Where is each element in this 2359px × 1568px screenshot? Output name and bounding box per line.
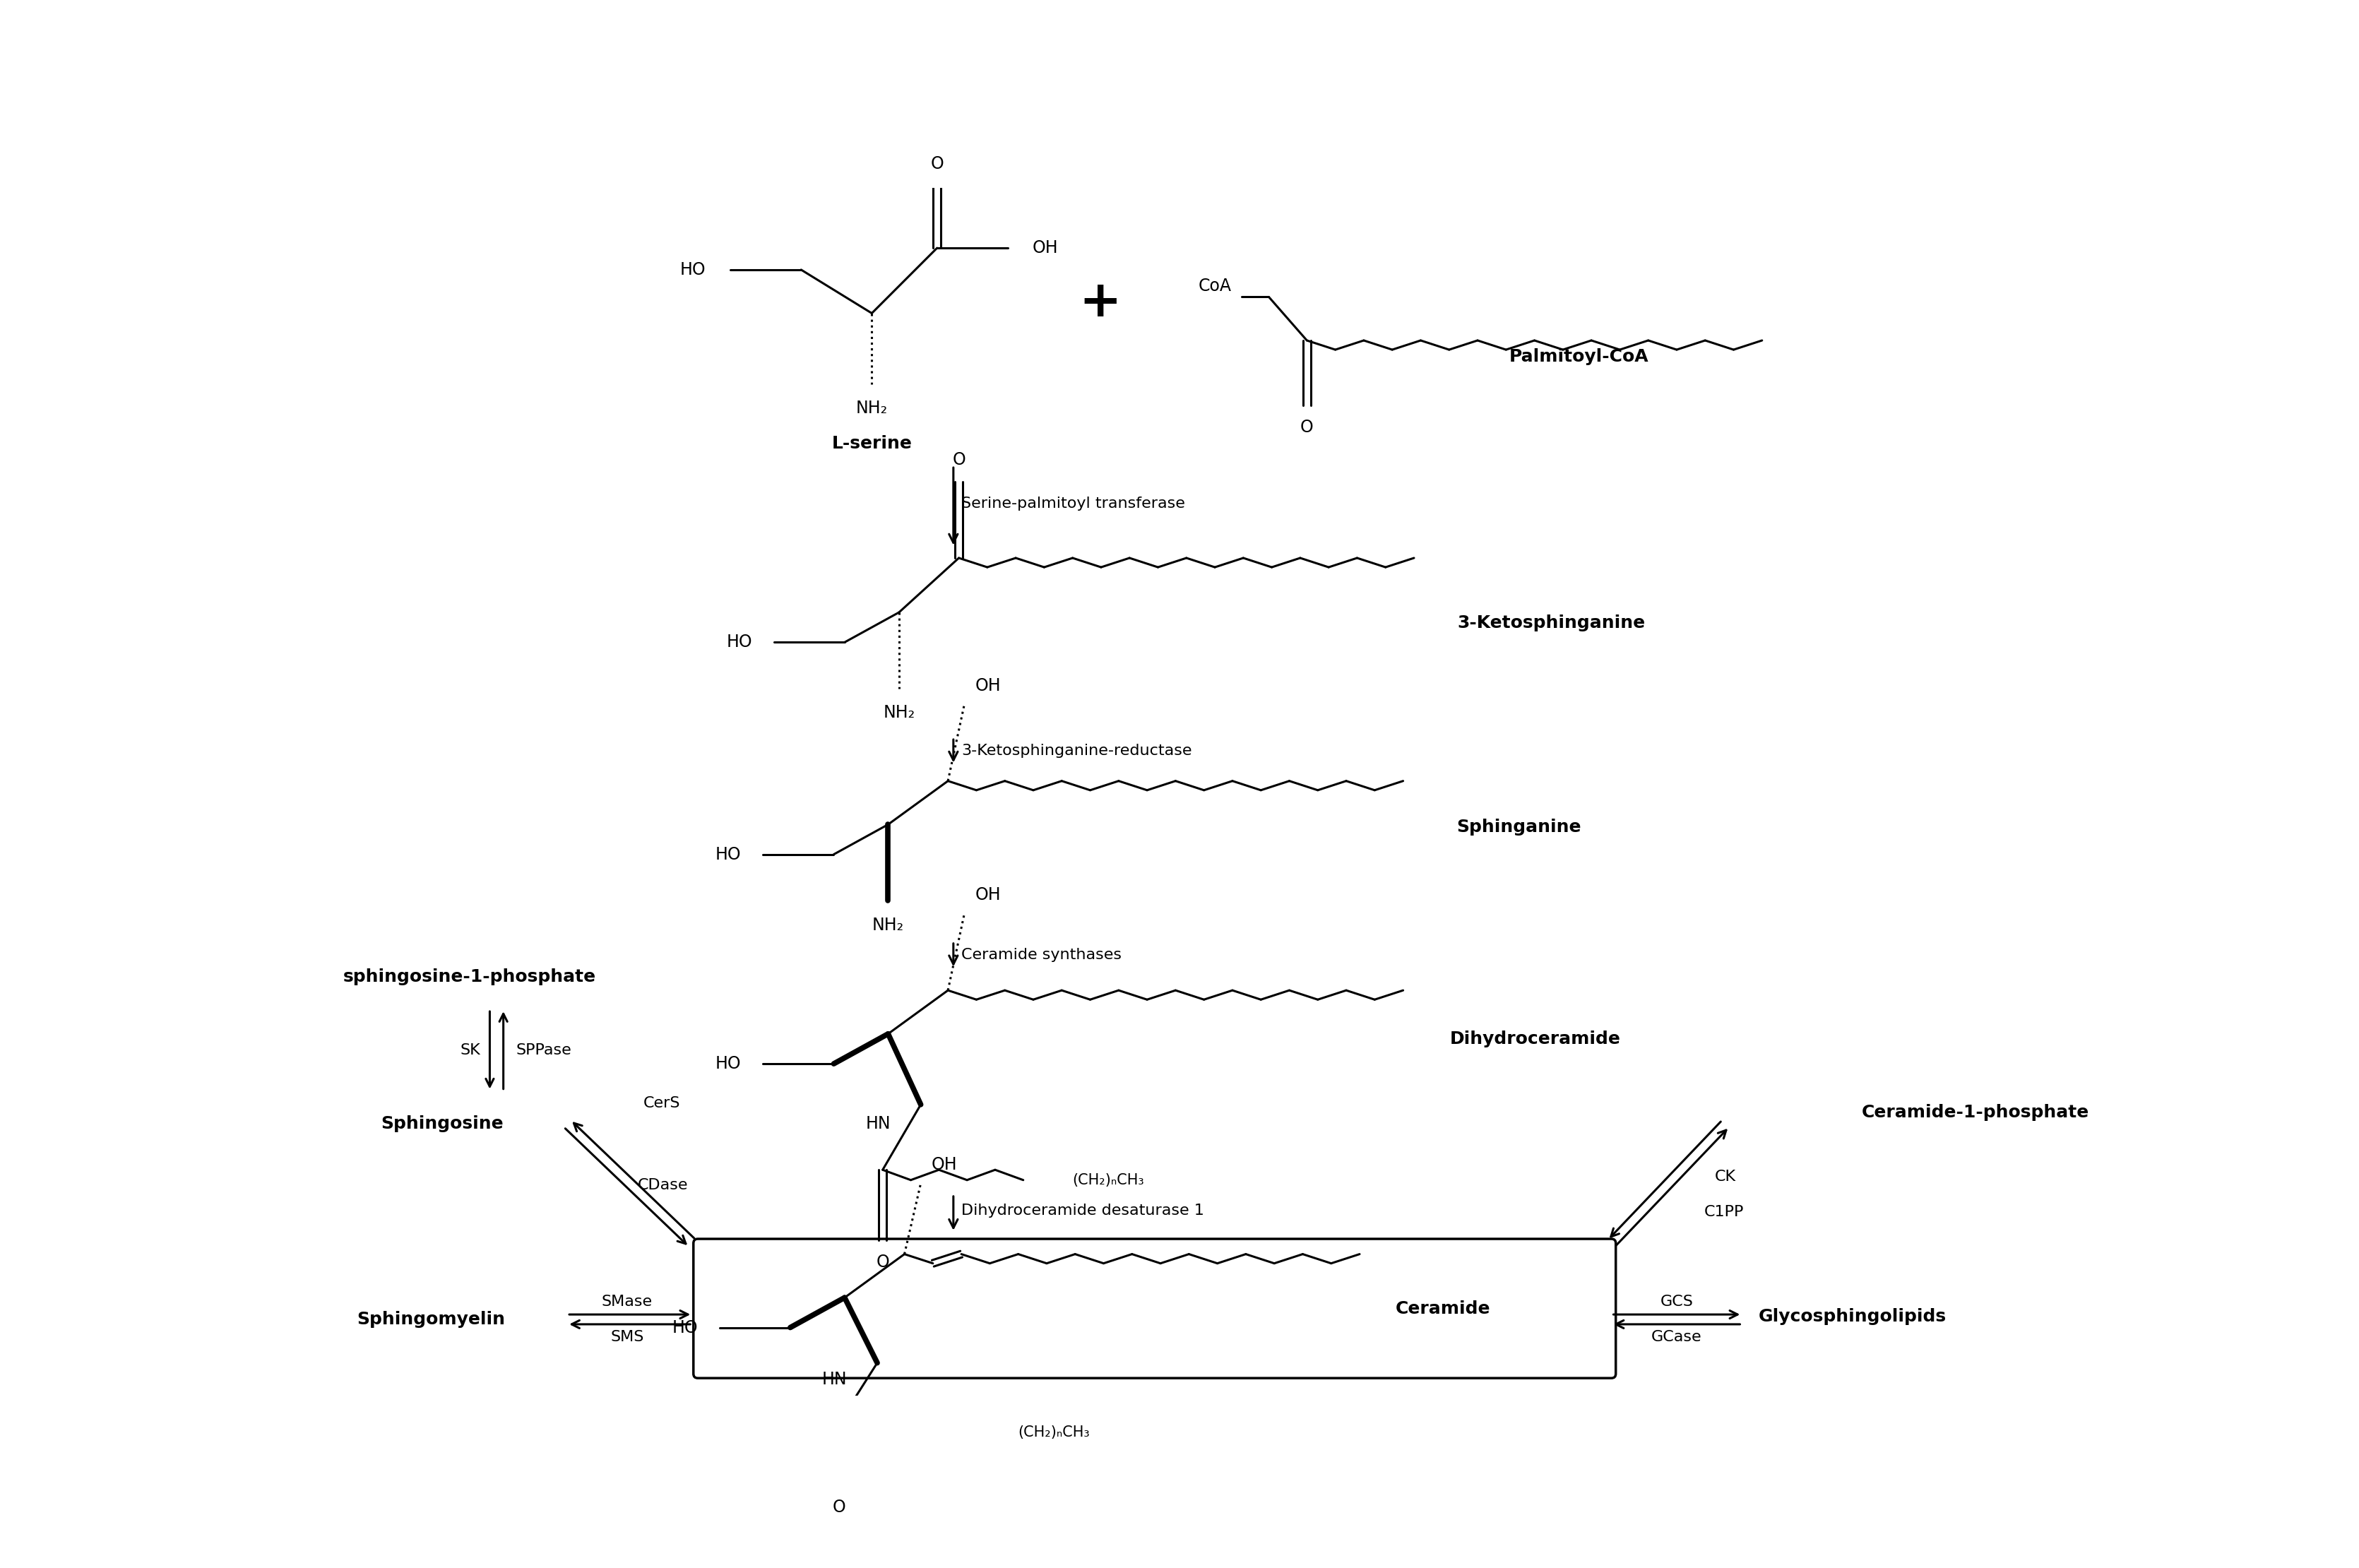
Text: HO: HO: [727, 633, 753, 651]
Text: 3-Ketosphinganine: 3-Ketosphinganine: [1458, 615, 1647, 632]
Text: Sphingomyelin: Sphingomyelin: [356, 1311, 505, 1328]
Text: HN: HN: [823, 1370, 847, 1388]
Text: SK: SK: [460, 1043, 481, 1057]
Text: NH₂: NH₂: [873, 917, 903, 933]
Text: HO: HO: [715, 1055, 741, 1073]
Text: Ceramide synthases: Ceramide synthases: [962, 949, 1123, 963]
Text: NH₂: NH₂: [856, 400, 887, 417]
Text: O: O: [875, 1254, 889, 1270]
Text: HN: HN: [866, 1115, 892, 1132]
Text: CoA: CoA: [1198, 278, 1231, 295]
Text: (CH₂)ₙCH₃: (CH₂)ₙCH₃: [1019, 1425, 1090, 1439]
Text: O: O: [953, 452, 965, 469]
Text: SMase: SMase: [602, 1295, 653, 1309]
Text: HO: HO: [679, 262, 705, 278]
Text: SPPase: SPPase: [517, 1043, 571, 1057]
Text: L-serine: L-serine: [833, 436, 913, 452]
Text: GCase: GCase: [1651, 1330, 1701, 1344]
Text: CK: CK: [1715, 1170, 1736, 1184]
Text: (CH₂)ₙCH₃: (CH₂)ₙCH₃: [1071, 1173, 1144, 1187]
Text: Palmitoyl-CoA: Palmitoyl-CoA: [1510, 348, 1649, 365]
Text: Dihydroceramide desaturase 1: Dihydroceramide desaturase 1: [962, 1204, 1205, 1218]
Text: Glycosphingolipids: Glycosphingolipids: [1757, 1308, 1946, 1325]
Text: HO: HO: [715, 845, 741, 862]
Text: OH: OH: [974, 886, 1000, 903]
Text: OH: OH: [1033, 240, 1059, 257]
Text: 3-Ketosphinganine-reductase: 3-Ketosphinganine-reductase: [962, 743, 1191, 757]
Text: Ceramide: Ceramide: [1394, 1300, 1491, 1317]
Text: Dihydroceramide: Dihydroceramide: [1451, 1030, 1621, 1047]
Text: Sphinganine: Sphinganine: [1456, 818, 1581, 836]
Text: Ceramide-1-phosphate: Ceramide-1-phosphate: [1861, 1104, 2090, 1121]
Text: SMS: SMS: [611, 1330, 644, 1344]
Text: O: O: [833, 1499, 847, 1516]
Text: C1PP: C1PP: [1703, 1206, 1743, 1220]
Text: CDase: CDase: [637, 1178, 689, 1192]
FancyBboxPatch shape: [694, 1239, 1616, 1378]
Text: HO: HO: [672, 1319, 698, 1336]
Text: +: +: [1078, 278, 1121, 326]
Text: sphingosine-1-phosphate: sphingosine-1-phosphate: [342, 969, 597, 985]
Text: OH: OH: [974, 677, 1000, 695]
Text: O: O: [929, 155, 944, 172]
Text: O: O: [1300, 419, 1314, 436]
Text: Serine-palmitoyl transferase: Serine-palmitoyl transferase: [962, 497, 1184, 511]
Text: Sphingosine: Sphingosine: [380, 1115, 502, 1132]
Text: GCS: GCS: [1661, 1295, 1694, 1309]
Text: OH: OH: [932, 1156, 958, 1173]
Text: CerS: CerS: [644, 1096, 679, 1110]
Text: NH₂: NH₂: [882, 704, 915, 721]
